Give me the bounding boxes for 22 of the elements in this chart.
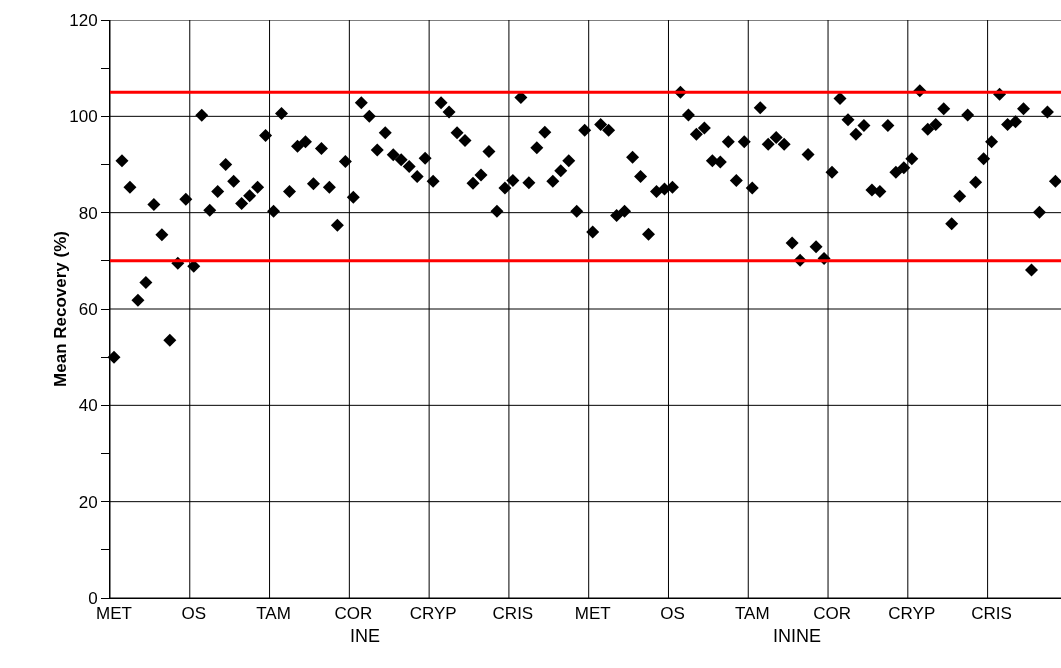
x-tick-label: CRIS [971,604,1012,624]
x-tick-label: COR [334,604,373,624]
x-tick-label: TAM [256,604,291,624]
y-tick-label: 40 [78,396,98,416]
y-tick-label: 100 [69,107,98,127]
x-tick-label: OS [181,604,207,624]
x-tick-label: TAM [734,604,770,624]
x-tick-label: MET [96,604,132,624]
x-tick-label: MET [574,604,611,624]
y-tick-label: 60 [78,299,98,319]
x-tick-label: CRIS [492,604,534,624]
y-tick-label: 120 [69,10,98,30]
text: INE [350,626,381,646]
x-tick-label: CRYP [409,604,457,624]
y-tick-label: 0 [88,588,98,608]
text: ININE [773,626,822,646]
x-tick-label: OS [660,604,685,624]
x-tick-label: COR [813,604,851,624]
x-tick-label: CRYP [888,604,936,624]
y-tick-label: 20 [78,492,98,512]
y-axis-title: Mean Recovery (%) [51,231,70,387]
y-tick-label: 80 [78,203,98,223]
